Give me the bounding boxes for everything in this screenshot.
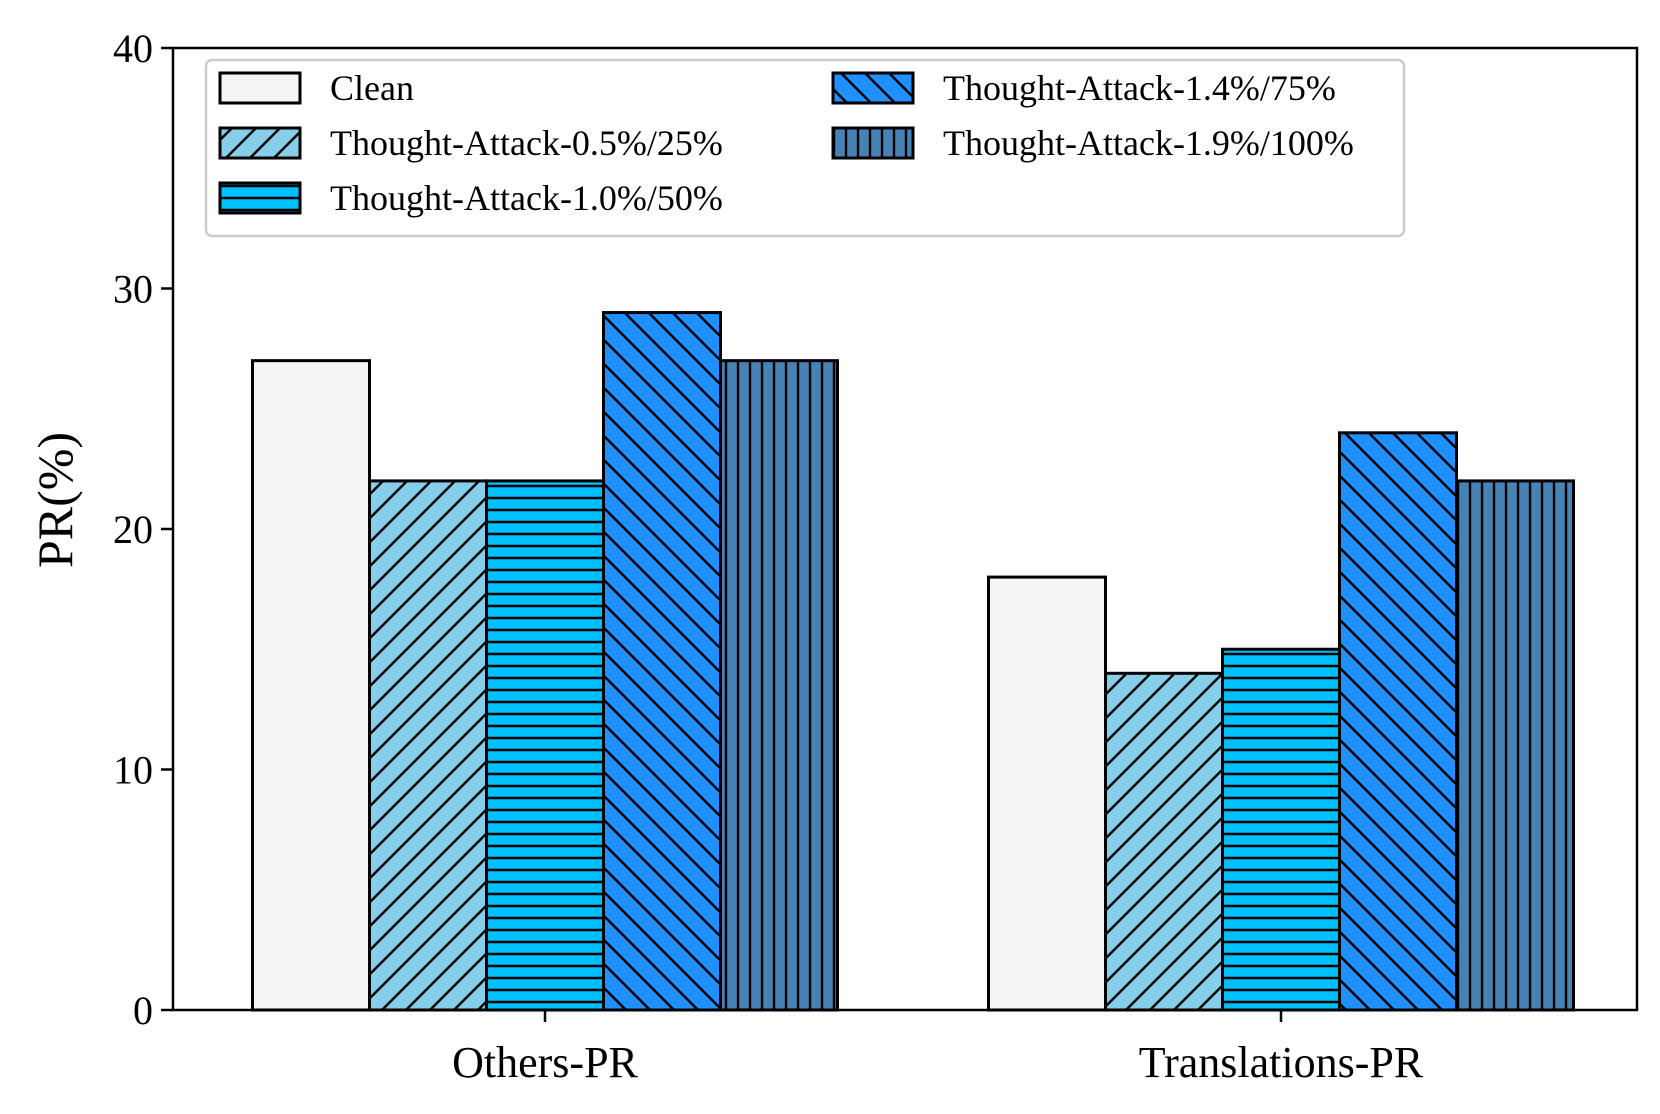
y-tick-label-2: 20: [113, 507, 153, 552]
legend-swatch-1: [218, 126, 302, 160]
x-tick-label-1: Translations-PR: [1139, 1038, 1424, 1087]
legend-swatch-2: [218, 181, 302, 215]
legend-swatch-4: [831, 126, 915, 160]
bar-1-3: [1338, 431, 1458, 1012]
legend-label-0: Clean: [330, 68, 414, 108]
legend-label-4: Thought-Attack-1.9%/100%: [943, 123, 1354, 163]
legend: Clean Thought-Attack-0.5%/25% Thought-Atta…: [204, 58, 1406, 238]
y-tick-label-4: 40: [113, 26, 153, 71]
legend-label-1: Thought-Attack-0.5%/25%: [330, 123, 723, 163]
legend-swatch-3: [831, 71, 915, 105]
bar-0-2: [485, 479, 605, 1012]
y-axis-title: PR(%): [27, 432, 83, 568]
axes-layer: 0 10 20 30 40 Others-PR Translations-PR: [113, 26, 1639, 1087]
bars-layer: [251, 311, 1575, 1012]
bar-0-3: [602, 311, 722, 1012]
bar-0-1: [368, 479, 488, 1012]
y-tick-label-0: 0: [133, 988, 153, 1033]
legend-label-2: Thought-Attack-1.0%/50%: [330, 178, 723, 218]
bar-0-0: [251, 359, 371, 1012]
legend-swatch-0: [218, 71, 302, 105]
y-tick-label-3: 30: [113, 267, 153, 312]
legend-frame: [204, 58, 1406, 238]
bar-1-1: [1104, 671, 1224, 1012]
bar-1-4: [1455, 479, 1575, 1012]
legend-label-3: Thought-Attack-1.4%/75%: [943, 68, 1336, 108]
x-tick-label-0: Others-PR: [452, 1038, 638, 1087]
bar-1-0: [987, 575, 1107, 1012]
y-tick-label-1: 10: [113, 748, 153, 793]
bar-0-4: [719, 359, 839, 1012]
bar-1-2: [1221, 647, 1341, 1012]
